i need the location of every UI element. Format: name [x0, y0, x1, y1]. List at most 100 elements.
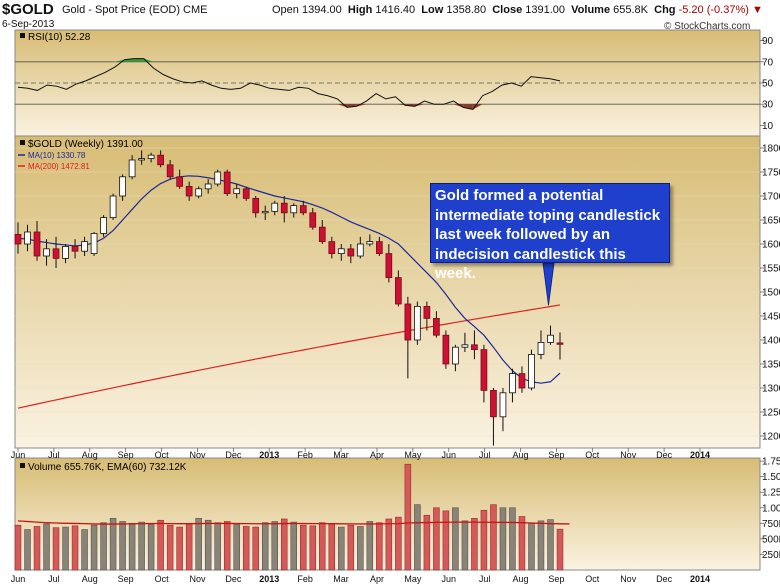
- candle-down-body: [318, 226, 326, 242]
- price-tick-label: 1200: [762, 432, 780, 443]
- x-tick-label: Jul: [48, 450, 60, 460]
- volume-bar-down: [185, 523, 193, 571]
- price-candle: [119, 174, 126, 201]
- price-candle: [52, 236, 60, 268]
- volume-tick-label: 750K: [762, 519, 780, 530]
- volume-bar-down: [480, 509, 488, 571]
- x-tick-label: Aug: [82, 574, 98, 584]
- price-candle: [556, 332, 564, 360]
- candle-up-body: [509, 373, 516, 394]
- volume-bar-up: [214, 522, 221, 571]
- credit-text: © StockCharts.com: [664, 21, 751, 32]
- price-candle: [43, 239, 50, 266]
- volume-bar-up: [547, 519, 554, 571]
- symbol-description: Gold - Spot Price (EOD) CME: [62, 4, 208, 16]
- volume-bar-down: [385, 518, 393, 571]
- price-candle: [490, 388, 497, 446]
- volume-bar-up: [195, 518, 202, 571]
- volume-bar-down: [242, 526, 250, 571]
- rsi-tick-label: 30: [762, 100, 774, 111]
- price-tick-label: 1450: [762, 312, 780, 323]
- price-candle: [62, 244, 69, 264]
- price-legend: $GOLD (Weekly) 1391.00 MA(10) 1330.78 MA…: [18, 139, 143, 171]
- price-candle: [33, 220, 41, 261]
- price-candle: [433, 311, 440, 338]
- x-tick-label: 2014: [690, 574, 710, 584]
- volume-bar-down: [252, 526, 259, 571]
- price-candle: [423, 301, 431, 331]
- ma200-legend: MA(200) 1472.81: [28, 162, 90, 171]
- price-candle: [518, 366, 526, 393]
- volume-bar-up: [499, 507, 507, 571]
- ma200-line: [17, 304, 561, 409]
- volume-bar-up: [128, 523, 136, 571]
- x-tick-label: Jun: [441, 574, 456, 584]
- price-candle: [309, 208, 317, 230]
- volume-bar-down: [309, 525, 317, 571]
- candle-up-body: [204, 183, 212, 190]
- volume-bar-down: [319, 522, 326, 571]
- candle-up-body: [461, 344, 469, 348]
- volume-bar-up: [233, 524, 240, 571]
- price-candle: [166, 160, 174, 180]
- price-candle: [109, 193, 117, 220]
- high-label: High: [347, 4, 373, 16]
- rsi-legend-text: RSI(10) 52.28: [28, 32, 91, 43]
- volume-bar-up: [414, 504, 421, 571]
- volume-bar-up: [24, 529, 31, 571]
- x-tick-label: Nov: [620, 450, 637, 460]
- volume-bar-down: [395, 516, 402, 571]
- price-candle: [176, 169, 183, 189]
- price-candle: [138, 150, 145, 165]
- candle-up-body: [128, 159, 136, 178]
- price-candle: [90, 232, 98, 256]
- rsi-tick-label: 50: [762, 79, 774, 90]
- volume-bar-down: [433, 507, 440, 571]
- volume-bar-up: [528, 523, 535, 571]
- volume-bar-up: [290, 521, 298, 571]
- candle-up-body: [138, 158, 145, 161]
- x-tick-label: Oct: [585, 574, 600, 584]
- rsi-tick-label: 90: [762, 36, 774, 47]
- price-tick-label: 1650: [762, 216, 780, 227]
- candle-down-body: [442, 334, 450, 365]
- candle-down-body: [347, 248, 355, 257]
- price-candle: [242, 186, 250, 201]
- chart-date: 6-Sep-2013: [2, 19, 55, 30]
- volume-bar-up: [509, 507, 516, 571]
- x-tick-label: May: [404, 450, 422, 460]
- candle-down-body: [556, 342, 564, 345]
- candle-down-body: [280, 202, 288, 214]
- volume-tick-label: 1.75M: [762, 457, 780, 468]
- price-tick-label: 1800: [762, 144, 780, 155]
- x-tick-label: Jun: [441, 450, 456, 460]
- price-candle: [442, 330, 450, 369]
- chg-value: -5.20 (-0.37%): [678, 4, 749, 16]
- candle-down-body: [252, 197, 260, 214]
- volume-bar-down: [471, 518, 478, 571]
- price-candle: [509, 368, 516, 403]
- candle-down-body: [166, 164, 174, 178]
- volume-bar-down: [518, 516, 526, 571]
- candle-down-body: [480, 349, 488, 391]
- x-tick-label: Sep: [118, 574, 134, 584]
- volume-bar-down: [376, 522, 383, 571]
- candle-down-body: [176, 176, 183, 187]
- volume-bar-down: [423, 514, 431, 571]
- volume-bar-up: [62, 526, 69, 571]
- candle-up-body: [100, 217, 107, 234]
- price-candle: [480, 344, 488, 403]
- x-tick-label: Oct: [155, 450, 170, 460]
- volume-bar-up: [100, 522, 107, 571]
- volume-tick-label: 1.00M: [762, 503, 780, 514]
- x-tick-label: Jun: [11, 450, 26, 460]
- price-tick-label: 1300: [762, 384, 780, 395]
- x-tick-label: Apr: [370, 574, 384, 584]
- price-candle: [547, 325, 554, 345]
- price-candle: [204, 179, 212, 194]
- low-label: Low: [421, 4, 444, 16]
- volume-bar-up: [357, 526, 364, 571]
- x-tick-label: Dec: [225, 574, 242, 584]
- price-tick-label: 1600: [762, 240, 780, 251]
